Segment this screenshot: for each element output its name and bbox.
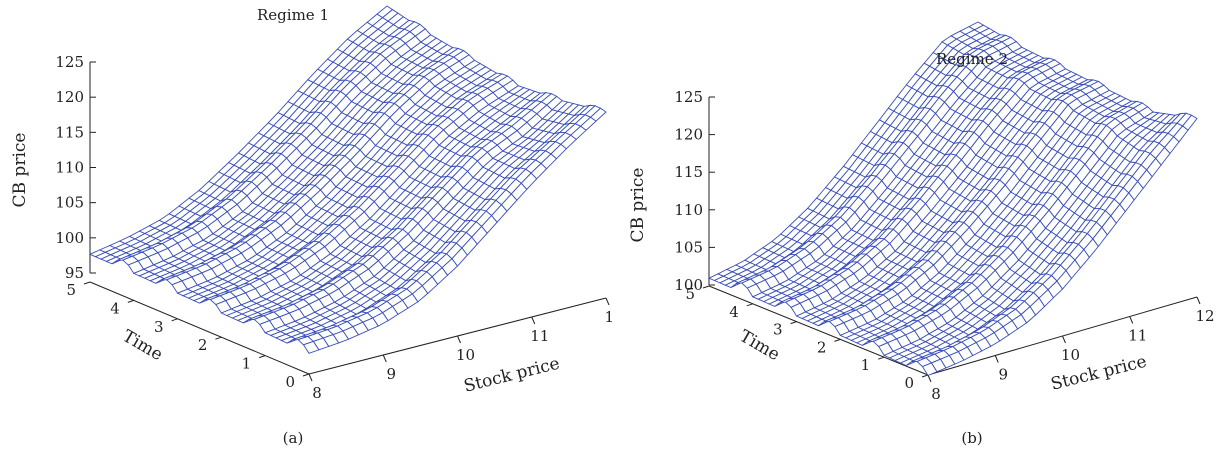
x-tick	[382, 354, 387, 363]
x-tick	[531, 316, 536, 325]
y-tick-label: 4	[110, 299, 120, 317]
x-tick-label: 8	[931, 385, 941, 403]
axes: 8910111201234595100105110115120125	[55, 53, 615, 402]
z-tick-label: 120	[55, 88, 84, 106]
z-tick-label: 110	[55, 159, 84, 177]
x-tick	[927, 374, 932, 383]
z-tick-label: 125	[55, 53, 84, 71]
y-tick-label: 0	[285, 373, 295, 391]
z-tick-label: 115	[674, 163, 703, 181]
z-axis-label: CB price	[628, 168, 648, 243]
y-tick-label: 2	[198, 336, 208, 354]
surface-cell	[589, 107, 607, 122]
y-tick	[127, 299, 134, 303]
y-tick	[790, 321, 797, 325]
x-tick-label: 11	[530, 327, 549, 345]
figure-caption: (a)	[283, 429, 304, 447]
z-tick-label: 115	[55, 123, 84, 141]
y-tick-label: 4	[729, 303, 739, 321]
x-tick-label: 9	[998, 366, 1008, 384]
y-tick	[834, 338, 841, 342]
z-axis-label: CB price	[10, 133, 30, 208]
x-tick	[1062, 335, 1066, 344]
z-tick-label: 105	[55, 194, 84, 212]
x-tick	[994, 355, 999, 363]
surface-cell	[1181, 114, 1198, 131]
surface-mesh	[88, 5, 607, 354]
z-tick-label: 110	[674, 201, 703, 219]
x-tick	[1196, 296, 1201, 305]
z-tick-label: 100	[55, 229, 84, 247]
y-tick	[215, 336, 222, 340]
y-tick-label: 3	[773, 321, 783, 339]
chart-title: Regime 2	[936, 50, 1008, 68]
y-tick	[921, 374, 929, 378]
x-tick-label: 8	[312, 384, 322, 402]
chart-panel-a: 8910111201234595100105110115120125Regime…	[0, 0, 615, 453]
surface-chart-a: 8910111201234595100105110115120125Regime…	[10, 5, 615, 447]
z-tick-label: 100	[674, 276, 703, 294]
y-tick-label: 5	[66, 281, 76, 299]
x-tick	[605, 297, 610, 306]
y-tick-label: 5	[685, 285, 695, 303]
z-tick-label: 105	[674, 238, 703, 256]
figure-caption: (b)	[961, 429, 982, 447]
y-tick	[302, 373, 310, 377]
y-tick	[83, 281, 91, 285]
y-tick	[746, 303, 753, 307]
y-tick-label: 0	[904, 374, 914, 392]
z-tick-label: 120	[674, 126, 703, 144]
y-tick	[702, 285, 710, 289]
chart-panel-b: 8 9 10 11 12 0 1 2 3 4 5 100 105 110 115 120 125 Regime 2…	[615, 0, 1231, 453]
y-tick	[259, 355, 266, 359]
y-tick-label: 3	[154, 318, 164, 336]
x-tick-label: 11	[1128, 327, 1147, 345]
x-tick	[1129, 316, 1134, 324]
y-tick-label: 2	[817, 338, 827, 356]
y-tick	[878, 356, 885, 360]
y-axis-line	[89, 281, 310, 375]
z-tick-label: 125	[674, 88, 703, 106]
y-tick	[171, 318, 178, 322]
x-tick-label: 12	[1195, 307, 1214, 325]
y-axis-line	[708, 285, 929, 376]
x-tick-label: 9	[386, 365, 396, 383]
x-tick-label: 12	[604, 308, 615, 326]
y-tick-label: 1	[861, 356, 871, 374]
x-tick-label: 10	[456, 346, 475, 364]
chart-title: Regime 1	[257, 6, 329, 24]
x-tick	[457, 335, 461, 344]
y-tick-label: 1	[242, 355, 252, 373]
x-axis-label: Stock price	[462, 354, 562, 397]
x-tick-label: 10	[1061, 346, 1080, 364]
x-tick	[308, 373, 313, 382]
surface-mesh	[707, 21, 1198, 377]
z-tick-label: 95	[65, 264, 84, 282]
